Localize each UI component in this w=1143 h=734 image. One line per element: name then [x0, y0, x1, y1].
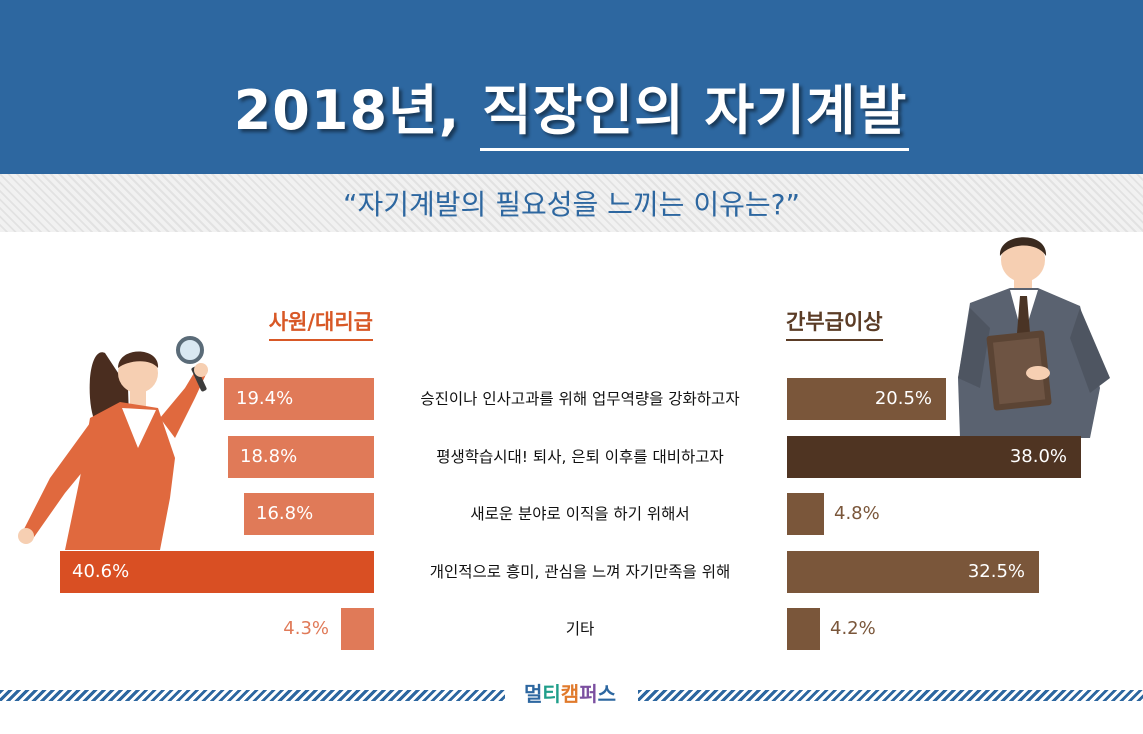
- value-label-staff-1: 18.8%: [240, 446, 298, 467]
- footer-stripe-left: [0, 690, 505, 701]
- subtitle-band: [0, 174, 1143, 232]
- category-label-4: 기타: [565, 620, 595, 638]
- bar-managers-3: [787, 551, 1039, 593]
- logo-letter-0: 멀: [523, 682, 543, 706]
- title-emphasis: 직장인의 자기계발: [480, 79, 910, 151]
- bar-managers-0: [787, 378, 946, 420]
- bar-staff-0: [224, 378, 374, 420]
- series-label-managers: 간부급이상: [786, 306, 883, 341]
- value-label-managers-1: 38.0%: [1009, 446, 1067, 467]
- multicampus-logo: 멀티캠퍼스: [510, 678, 630, 707]
- series-label-staff: 사원/대리급: [268, 306, 373, 341]
- bar-staff-3: [60, 551, 374, 593]
- value-label-staff-4: 4.3%: [283, 618, 329, 639]
- logo-letter-1: 티: [542, 682, 561, 706]
- category-label-0: 승진이나 인사고과를 위해 업무역량을 강화하고자: [420, 390, 740, 408]
- value-label-staff-3: 40.6%: [72, 561, 130, 582]
- bar-staff-2: [244, 493, 374, 535]
- bar-managers-1: [787, 436, 1081, 478]
- logo-letter-2: 캠: [560, 682, 580, 706]
- header-band: [0, 0, 1143, 174]
- value-label-managers-2: 4.8%: [834, 503, 880, 524]
- logo-letter-4: 스: [597, 682, 617, 706]
- value-label-staff-0: 19.4%: [236, 388, 294, 409]
- subtitle: “자기계발의 필요성을 느끼는 이유는?”: [343, 188, 800, 221]
- category-label-2: 새로운 분야로 이직을 하기 위해서: [470, 505, 690, 523]
- category-label-3: 개인적으로 흥미, 관심을 느껴 자기만족을 위해: [429, 563, 731, 581]
- businessman-with-clipboard-illustration: [958, 237, 1110, 438]
- woman-with-magnifier-illustration: [18, 336, 208, 550]
- page-title: 2018년, 직장인의 자기계발: [0, 66, 1143, 151]
- value-label-staff-2: 16.8%: [256, 503, 314, 524]
- bar-managers-4: [787, 608, 820, 650]
- bar-staff-4: [341, 608, 374, 650]
- title-year: 2018년,: [233, 79, 461, 142]
- bar-staff-1: [228, 436, 374, 478]
- category-label-1: 평생학습시대! 퇴사, 은퇴 이후를 대비하고자: [436, 448, 724, 466]
- bar-managers-2: [787, 493, 824, 535]
- logo-letter-3: 퍼: [579, 682, 598, 706]
- value-label-managers-0: 20.5%: [874, 388, 932, 409]
- footer-stripe-right: [638, 690, 1143, 701]
- value-label-managers-4: 4.2%: [830, 618, 876, 639]
- value-label-managers-3: 32.5%: [967, 561, 1025, 582]
